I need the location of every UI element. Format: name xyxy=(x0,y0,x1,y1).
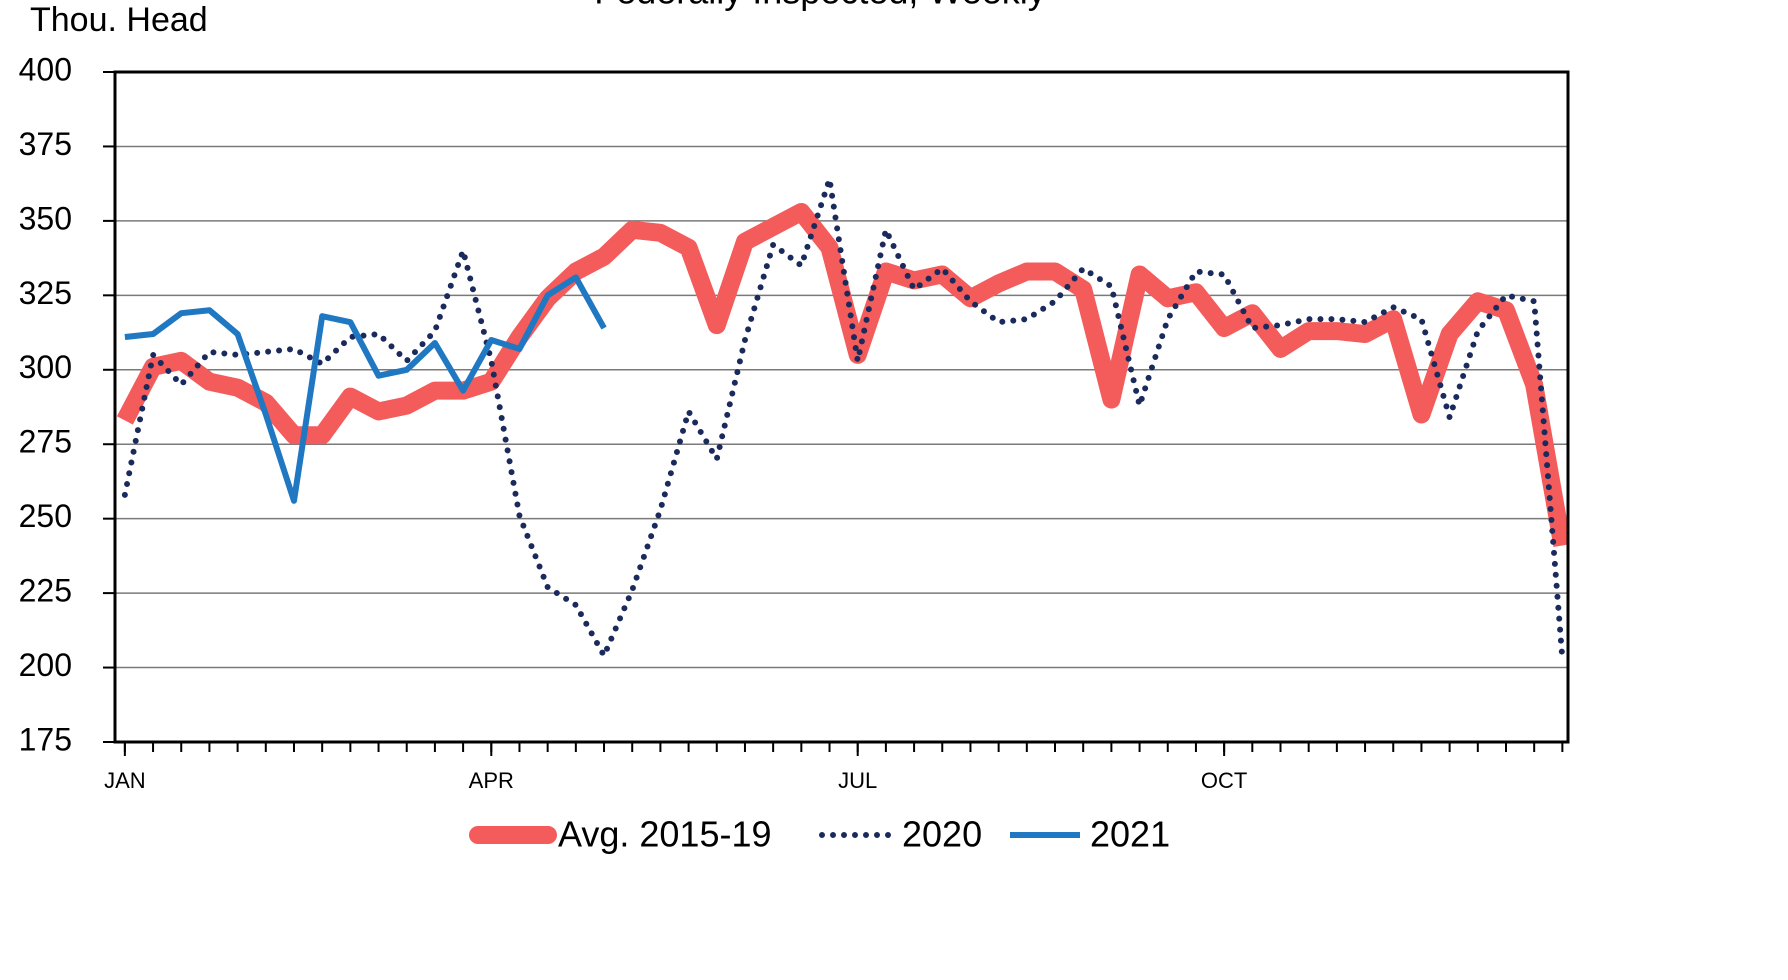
legend-label: Avg. 2015-19 xyxy=(558,814,772,855)
x-tick-label: APR xyxy=(469,768,514,793)
legend-label: 2020 xyxy=(902,814,982,855)
y-tick-label: 200 xyxy=(19,647,72,683)
x-tick-label: JUL xyxy=(838,768,877,793)
y-tick-label: 225 xyxy=(19,573,72,609)
chart-title: Federally Inspected, Weekly xyxy=(594,0,1046,12)
series-line xyxy=(116,202,1568,548)
legend-label: 2021 xyxy=(1090,814,1170,855)
x-tick-label: OCT xyxy=(1201,768,1247,793)
y-tick-label: 175 xyxy=(19,721,72,757)
y-axis-label: Thou. Head xyxy=(30,1,208,39)
y-tick-label: 275 xyxy=(19,424,72,460)
y-tick-label: 250 xyxy=(19,498,72,534)
y-tick-label: 325 xyxy=(19,275,72,311)
y-tick-label: 375 xyxy=(19,126,72,162)
plot-frame xyxy=(113,70,1570,744)
x-tick-label: JAN xyxy=(104,768,146,793)
y-tick-label: 350 xyxy=(19,200,72,236)
series-line xyxy=(124,274,607,504)
series-line xyxy=(121,178,1566,663)
y-tick-label: 400 xyxy=(19,51,72,87)
y-tick-label: 300 xyxy=(19,349,72,385)
